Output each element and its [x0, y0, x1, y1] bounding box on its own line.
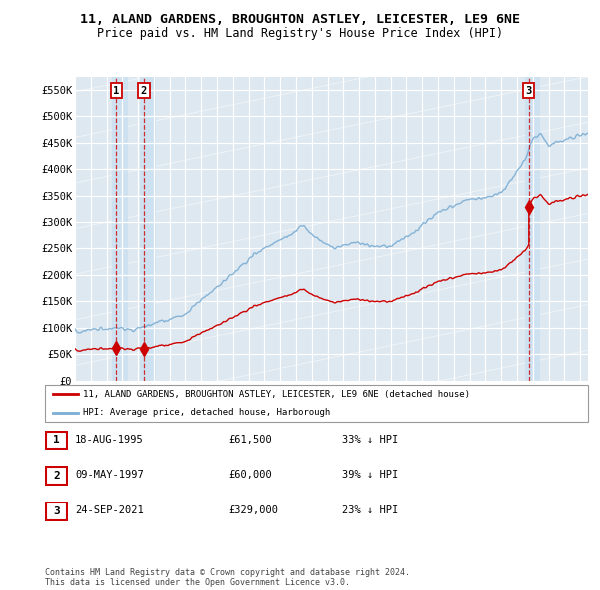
- Text: 18-AUG-1995: 18-AUG-1995: [75, 435, 144, 444]
- FancyBboxPatch shape: [46, 432, 67, 449]
- Text: 33% ↓ HPI: 33% ↓ HPI: [342, 435, 398, 444]
- Text: 3: 3: [526, 86, 532, 96]
- Text: Contains HM Land Registry data © Crown copyright and database right 2024.
This d: Contains HM Land Registry data © Crown c…: [45, 568, 410, 587]
- FancyBboxPatch shape: [46, 503, 67, 520]
- Text: 11, ALAND GARDENS, BROUGHTON ASTLEY, LEICESTER, LE9 6NE: 11, ALAND GARDENS, BROUGHTON ASTLEY, LEI…: [80, 13, 520, 26]
- Text: 24-SEP-2021: 24-SEP-2021: [75, 506, 144, 515]
- Text: 23% ↓ HPI: 23% ↓ HPI: [342, 506, 398, 515]
- Text: £61,500: £61,500: [228, 435, 272, 444]
- FancyBboxPatch shape: [46, 467, 67, 484]
- Bar: [140, 77, 155, 381]
- Text: 39% ↓ HPI: 39% ↓ HPI: [342, 470, 398, 480]
- Text: 09-MAY-1997: 09-MAY-1997: [75, 470, 144, 480]
- Text: 2: 2: [140, 86, 147, 96]
- Text: Price paid vs. HM Land Registry's House Price Index (HPI): Price paid vs. HM Land Registry's House …: [97, 27, 503, 40]
- Text: 1: 1: [113, 86, 119, 96]
- Text: £60,000: £60,000: [228, 470, 272, 480]
- Text: 3: 3: [53, 506, 60, 516]
- Text: 1: 1: [53, 435, 60, 445]
- FancyBboxPatch shape: [45, 385, 588, 422]
- Bar: [524, 77, 541, 381]
- Bar: [112, 77, 128, 381]
- Text: 11, ALAND GARDENS, BROUGHTON ASTLEY, LEICESTER, LE9 6NE (detached house): 11, ALAND GARDENS, BROUGHTON ASTLEY, LEI…: [83, 390, 470, 399]
- Text: 2: 2: [53, 471, 60, 481]
- Text: £329,000: £329,000: [228, 506, 278, 515]
- Text: HPI: Average price, detached house, Harborough: HPI: Average price, detached house, Harb…: [83, 408, 330, 417]
